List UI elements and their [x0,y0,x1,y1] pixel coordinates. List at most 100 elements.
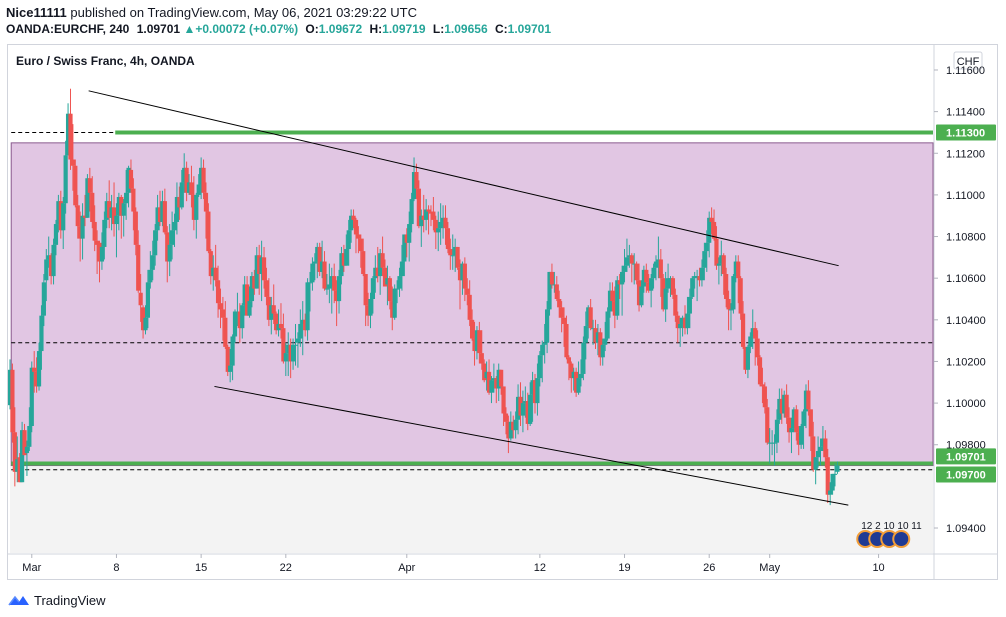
candle-body [767,442,772,444]
candle-body [600,344,605,358]
candle-body [390,301,395,318]
candle-body [428,211,434,214]
candle-body [695,276,700,278]
candle-body [815,450,821,458]
tradingview-logo-icon[interactable] [8,593,30,607]
candle-body [402,234,407,262]
candle-body [799,426,804,445]
candle-body [433,219,438,233]
candle-body [479,353,484,364]
candle-body [760,384,765,387]
currency-badge[interactable] [953,51,983,70]
open-value: 1.09672 [318,22,363,36]
candle-body [349,215,354,231]
candle-body [690,278,695,297]
candle-body [143,317,148,331]
x-tick-label: Mar [22,562,41,574]
candle-body [298,323,303,339]
candle-body [278,323,284,329]
candle-body [503,413,509,422]
price-change: +0.00072 (+0.07%) [195,22,299,36]
footer-brand[interactable]: TradingView [34,592,106,608]
price-label-value: 1.09700 [946,470,986,482]
candle-body [765,407,770,443]
candle-body [639,286,644,306]
candle-body [794,409,799,433]
candle-body [252,276,257,289]
candle-body [310,263,315,283]
candle-body [346,230,351,250]
candle-body [387,278,392,302]
candle-body [157,207,163,222]
candle-body [784,394,789,418]
candle-body [699,267,705,281]
candle-body [315,246,320,262]
candle-body [58,201,63,231]
trendline-0[interactable] [88,90,839,267]
candle-body [56,201,61,225]
candle-body [116,196,121,216]
x-tick-label: 26 [703,562,715,574]
candle-body [745,346,751,370]
candle-body [511,421,516,431]
candle-body [707,217,712,243]
candle-body [450,255,455,257]
candle-body [73,165,78,206]
candle-body [155,207,160,231]
candle-body [293,344,298,346]
event-flag-icon[interactable] [892,530,911,548]
trendline-1[interactable] [214,385,849,506]
candle-body [770,442,775,444]
candle-body [697,276,702,281]
candle-body [194,194,199,220]
candle-body [525,401,530,424]
candle-body [358,238,363,252]
candle-body [75,205,80,227]
candle-body [733,261,738,277]
publisher-name[interactable]: Nice11111 [6,5,67,20]
candle-body [595,332,601,343]
candle-body [426,209,431,212]
candle-body [632,263,637,265]
y-tick-label: 1.11600 [946,65,985,77]
candle-body [121,203,126,216]
candle-body [119,196,124,216]
y-tick-label: 1.11200 [946,148,985,160]
candle-body [811,436,816,470]
candle-body [578,373,584,379]
x-tick-label: 19 [618,562,630,574]
high-value: 1.09719 [382,22,426,36]
candle-body [455,246,460,268]
candle-body [404,234,409,243]
candle-body [486,371,492,393]
candle-body [385,278,390,285]
candle-body [218,303,223,310]
candle-body [806,390,811,410]
candle-body [520,403,526,416]
candle-body [583,326,588,343]
x-tick-label: 22 [280,562,292,574]
candle-body [445,228,451,250]
candle-body [203,192,209,212]
candle-body [148,269,153,283]
candle-body [726,299,731,310]
candle-body [46,255,51,260]
y-tick-label: 1.11000 [946,190,985,202]
high-label: H: [369,22,383,36]
y-tick-label: 1.10600 [946,273,986,285]
chart-frame[interactable]: Euro / Swiss Franc, 4h, OANDA CHF 1.11600 1… [7,44,998,580]
candle-body [523,401,528,404]
candle-body [789,428,794,433]
candle-body [542,342,547,345]
candle-body [714,238,719,266]
candle-body [63,155,68,204]
candle-body [576,378,581,393]
candle-body [465,288,470,295]
candle-body [482,363,487,381]
candle-body [240,305,245,329]
candle-body [678,323,683,329]
candle-body [199,167,204,185]
candle-body [295,338,301,343]
candle-body [249,276,255,302]
